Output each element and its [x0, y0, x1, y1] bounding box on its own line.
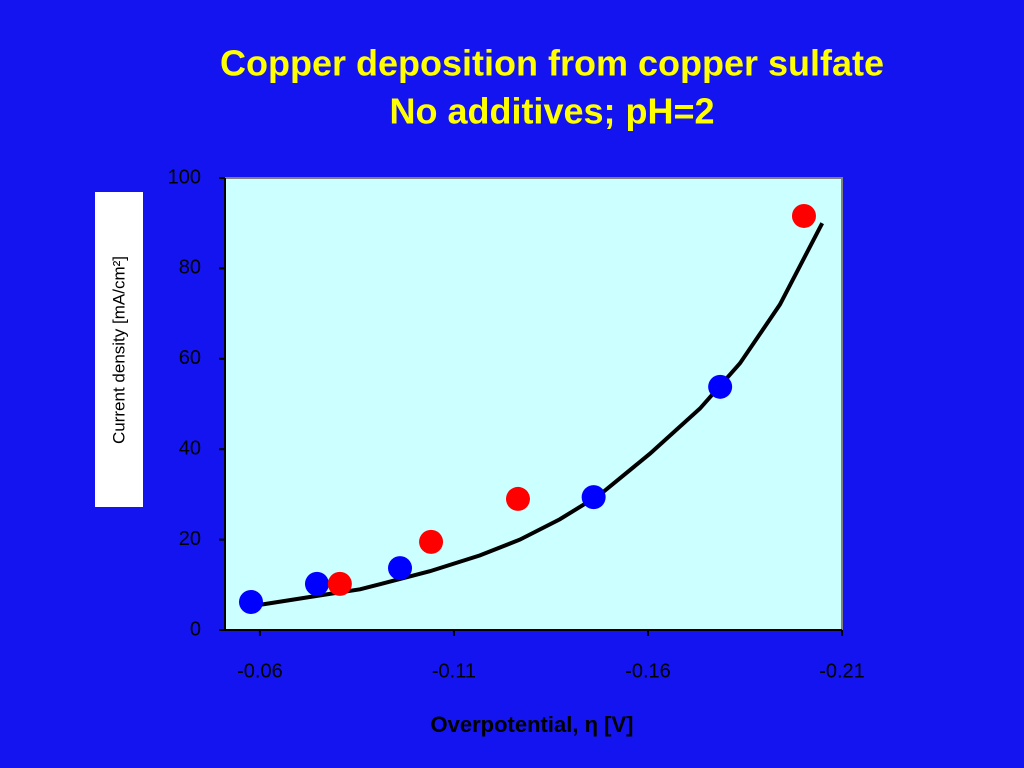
- data-point: [238, 589, 263, 614]
- x-tick-label: -0.11: [432, 660, 476, 682]
- x-tick-label: -0.06: [237, 660, 283, 682]
- data-point: [505, 486, 530, 511]
- plot: 0 20 40 60 80 100 -0.06 -0.11 -0.16 -0.21: [168, 166, 865, 682]
- y-tick-label: 100: [168, 166, 201, 188]
- y-label-box: [95, 192, 143, 507]
- plot-area: [224, 177, 843, 631]
- y-axis-label: Current density [mA/cm²]: [109, 256, 128, 444]
- data-point: [327, 571, 352, 596]
- data-point: [581, 485, 606, 510]
- data-point: [304, 571, 329, 596]
- y-tick-label: 60: [179, 347, 201, 369]
- data-point: [708, 374, 733, 399]
- chart-title: Copper deposition from copper sulfate: [220, 43, 884, 84]
- y-tick-label: 80: [179, 257, 201, 279]
- y-tick-label: 0: [190, 618, 201, 640]
- data-point: [419, 529, 444, 554]
- x-tick-label: -0.16: [625, 660, 671, 682]
- x-axis-label: Overpotential, η [V]: [431, 712, 634, 737]
- y-tick-label: 20: [179, 528, 201, 550]
- chart-subtitle: No additives; pH=2: [389, 91, 714, 132]
- data-point: [388, 556, 413, 581]
- y-tick-label: 40: [179, 437, 201, 459]
- data-point: [791, 203, 816, 228]
- fit-curve: [257, 222, 824, 608]
- x-tick-label: -0.21: [819, 660, 865, 682]
